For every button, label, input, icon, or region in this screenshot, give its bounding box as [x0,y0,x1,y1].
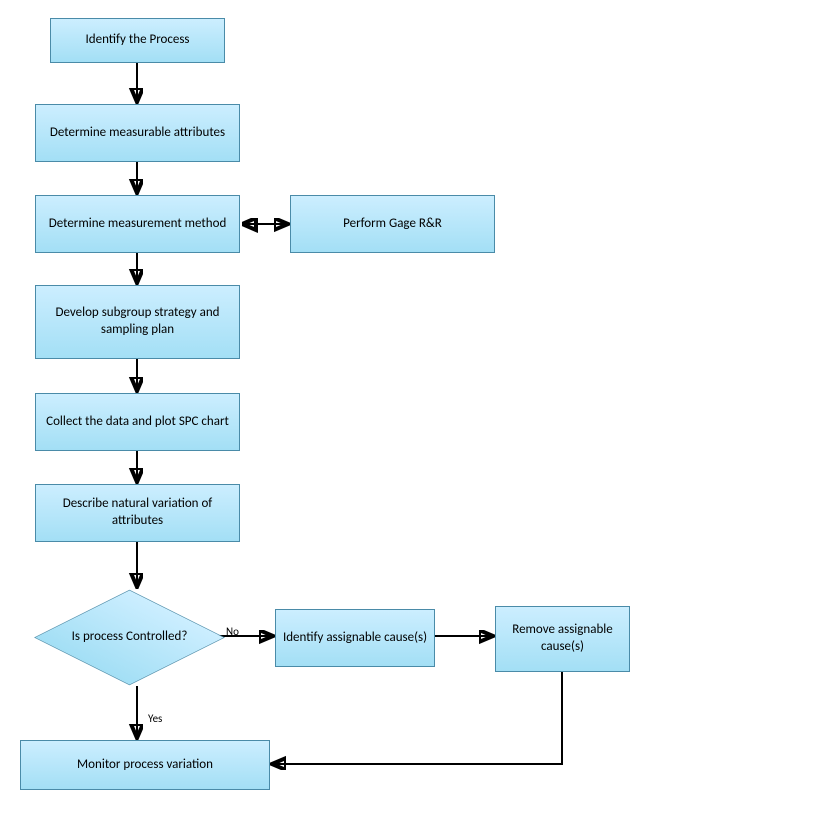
node-gage-rr: Perform Gage R&R [290,195,495,253]
node-label: Determine measurement method [49,216,227,233]
node-subgroup-strategy: Develop subgroup strategy and sampling p… [35,285,240,359]
node-label: Remove assignable cause(s) [502,622,623,656]
edge-label-text: Yes [148,712,162,725]
node-label: Identify assignable cause(s) [283,630,427,647]
edge-label-yes: Yes [148,712,162,725]
node-label: Monitor process variation [77,757,213,774]
flowchart-container: Identify the Process Determine measurabl… [0,0,819,821]
node-identify-process: Identify the Process [50,18,225,63]
node-determine-attributes: Determine measurable attributes [35,104,240,162]
node-monitor-variation: Monitor process variation [20,740,270,790]
node-label: Identify the Process [86,32,190,49]
decision-label-text: Is process Controlled? [72,629,188,646]
node-label: Determine measurable attributes [50,125,225,142]
edge-label-no: No [226,625,239,638]
node-determine-method: Determine measurement method [35,195,240,253]
node-label: Collect the data and plot SPC chart [46,414,229,431]
edge-label-text: No [226,625,239,638]
node-label: Develop subgroup strategy and sampling p… [42,305,233,339]
node-collect-data: Collect the data and plot SPC chart [35,393,240,451]
node-decision-controlled: Is process Controlled? [62,570,197,705]
node-remove-cause: Remove assignable cause(s) [495,606,630,672]
node-describe-variation: Describe natural variation of attributes [35,484,240,542]
node-label: Describe natural variation of attributes [42,496,233,530]
node-label: Perform Gage R&R [343,216,442,233]
node-label: Is process Controlled? [62,570,197,705]
node-identify-cause: Identify assignable cause(s) [275,609,435,667]
